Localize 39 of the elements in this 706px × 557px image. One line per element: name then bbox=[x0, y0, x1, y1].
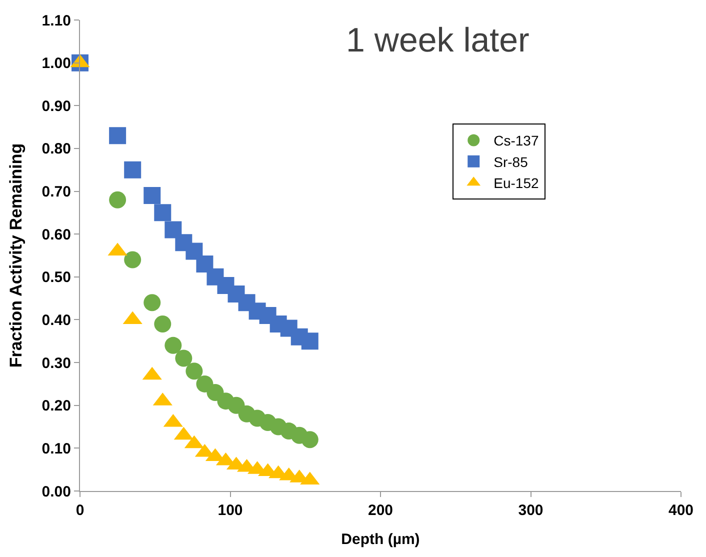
legend-label: Eu-152 bbox=[494, 175, 539, 192]
point bbox=[124, 251, 142, 268]
point bbox=[124, 161, 142, 178]
point bbox=[144, 187, 161, 204]
point bbox=[175, 350, 192, 367]
y-tick-label: 0.20 bbox=[42, 398, 71, 415]
point bbox=[109, 191, 126, 208]
y-tick-label: 0.60 bbox=[42, 226, 71, 244]
y-tick-label: 0.40 bbox=[42, 312, 71, 329]
point bbox=[301, 431, 318, 448]
point bbox=[154, 204, 172, 222]
y-tick-label: 1.10 bbox=[42, 12, 71, 30]
x-tick-label: 300 bbox=[518, 502, 544, 519]
legend-label: Cs-137 bbox=[494, 132, 539, 149]
x-tick-label: 100 bbox=[218, 502, 243, 519]
y-tick-label: 0.50 bbox=[42, 269, 71, 286]
x-tick-label: 0 bbox=[76, 502, 84, 519]
y-tick-label: 0.90 bbox=[42, 98, 71, 115]
point bbox=[186, 362, 203, 380]
y-tick-label: 0.00 bbox=[42, 483, 71, 500]
point bbox=[164, 336, 182, 354]
y-tick-label: 0.80 bbox=[42, 140, 71, 158]
x-tick-label: 200 bbox=[368, 502, 394, 519]
point bbox=[109, 127, 126, 144]
point bbox=[301, 332, 318, 350]
point bbox=[186, 242, 203, 260]
point bbox=[196, 375, 214, 392]
legend-label: Sr-85 bbox=[494, 154, 528, 170]
point bbox=[196, 256, 214, 273]
point bbox=[144, 294, 161, 312]
y-tick-label: 0.70 bbox=[42, 184, 71, 201]
x-tick-label: 400 bbox=[668, 502, 694, 519]
y-tick-label: 0.30 bbox=[42, 354, 71, 372]
y-tick-label: 1.00 bbox=[42, 55, 71, 72]
point bbox=[154, 316, 172, 332]
x-axis-title: Depth (µm) bbox=[341, 531, 420, 548]
y-tick-label: 0.10 bbox=[42, 440, 71, 458]
chart-title: 1 week later bbox=[346, 22, 530, 60]
y-axis-title: Fraction Activity Remaining bbox=[6, 143, 26, 368]
